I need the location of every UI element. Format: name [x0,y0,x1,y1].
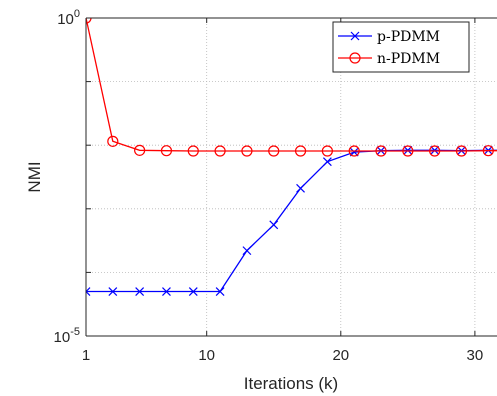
data-point-p-pdmm [322,157,332,167]
legend-label: p-PDMM [377,29,440,45]
data-point-n-pdmm [482,145,494,157]
tick-labels: 1 10 20 30 10-5 100 [54,8,484,364]
data-point-n-pdmm [294,145,307,157]
legend-marker [350,31,360,41]
x-tick-label: 10 [198,347,215,364]
x-axis-label: Iterations (k) [244,374,338,393]
data-point-n-pdmm [241,145,253,157]
data-point-n-pdmm [107,135,119,147]
x-tick-label: 30 [467,347,484,364]
marker-stroke [188,287,198,296]
grid [86,18,497,336]
data-point-p-pdmm [430,145,440,155]
data-point-n-pdmm [160,145,173,157]
marker-stroke [135,287,145,296]
marker-stroke [403,145,413,155]
data-point-n-pdmm [455,145,468,157]
data-point-n-pdmm [429,145,441,157]
marker-stroke [162,287,171,296]
marker-stroke [86,290,91,296]
data-point-p-pdmm [162,287,171,296]
legend-entry-n-pdmm: n-PDMM [338,51,440,67]
y-axis-label: NMI [25,161,44,192]
x-tick-label: 1 [82,347,90,364]
data-point-n-pdmm [214,145,226,157]
data-point-p-pdmm [86,287,91,296]
data-point-n-pdmm [402,145,414,157]
marker-stroke [108,287,118,296]
marker-stroke [269,220,279,230]
legend-box [332,21,470,73]
legend-label: n-PDMM [377,51,440,67]
legend-entry-p-pdmm: p-PDMM [338,29,440,45]
legend-entries: p-PDMM n-PDMM [338,29,440,67]
marker-stroke [430,145,440,155]
x-tick-label: 20 [332,347,349,364]
axes [85,17,497,337]
data-point-p-pdmm [108,287,118,296]
marker-stroke [242,246,252,256]
marker-stroke [86,287,91,293]
data-point-n-pdmm [268,145,280,157]
data-point-p-pdmm [296,183,305,193]
series-layer [86,18,497,296]
data-point-p-pdmm [242,246,252,256]
marker-stroke [215,287,225,296]
data-point-p-pdmm [188,287,198,296]
data-point-p-pdmm [215,287,225,296]
marker-stroke [322,157,332,167]
legend: p-PDMM n-PDMM [332,21,470,73]
data-point-n-pdmm [321,145,333,157]
data-point-n-pdmm [375,145,387,157]
marker-stroke [296,183,305,193]
data-point-n-pdmm [134,144,146,156]
data-point-p-pdmm [135,287,145,296]
y-tick-label: 10-5 [54,326,80,346]
series-line-n-pdmm [86,18,497,152]
data-point-n-pdmm [348,145,360,157]
legend-marker [349,52,361,64]
data-point-n-pdmm [187,145,199,157]
data-point-p-pdmm [403,145,413,155]
y-tick-label: 100 [57,8,80,28]
data-point-p-pdmm [269,220,279,230]
